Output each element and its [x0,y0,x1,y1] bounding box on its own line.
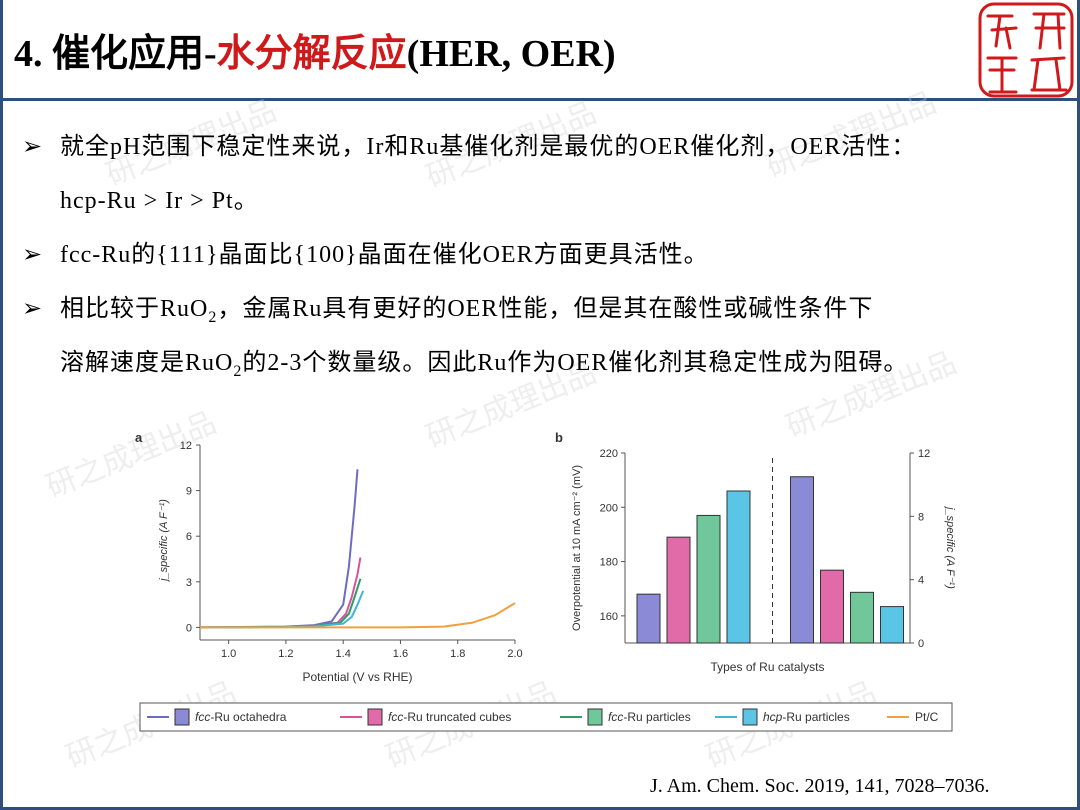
header-divider [0,98,1080,101]
bullet-arrow-icon: ➢ [22,134,43,160]
panel-a-xtick-label: 1.8 [450,648,465,660]
bullet-3-line-1: 相比较于RuO2，金属Ru具有更好的OER性能，但是其在酸性或碱性条件下 [60,296,874,326]
panel-a-xlabel: Potential (V vs RHE) [302,670,412,684]
bullet-1-line-2: hcp-Ru > Ir > Pt。 [60,188,259,214]
figure-svg: a 0 3 6 9 12 1.0 1.2 1.4 1.6 1.8 2.0 Potential (V vs… [135,430,956,732]
panel-b-xlabel: Types of Ru catalysts [710,660,824,674]
legend-label: fcc-Ru particles [608,710,691,724]
panel-a-ytick-label: 6 [186,531,192,543]
title-tail: (HER, OER) [406,33,616,75]
legend-bar-swatch [174,708,190,726]
panel-b-ylabel-left: Overpotential at 10 mA cm⁻² (mV) [571,465,583,631]
panel-b-label: b [555,430,563,445]
bullet-arrow-icon: ➢ [22,296,43,322]
panel-b-ytick-right-label: 8 [918,511,924,523]
panel-b-ytick-right-label: 12 [918,448,930,460]
legend-label: Pt/C [915,710,939,724]
panel-a-ytick-label: 0 [186,622,192,634]
panel-b-overpotential-bar [696,514,721,644]
panel-a-xtick-label: 1.0 [221,648,236,660]
panel-a-xtick-label: 1.4 [336,648,351,660]
panel-b-overpotential-bar [636,593,661,644]
legend-label: fcc-Ru octahedra [195,710,287,724]
bullet-arrow-icon: ➢ [22,242,43,268]
panel-b-ytick-left-label: 160 [600,611,618,623]
panel-a-ytick-label: 9 [186,486,192,498]
figure-legend [139,702,953,732]
panel-b-ytick-left-label: 180 [600,557,618,569]
panel-a-series-line [199,557,362,629]
title-number: 4. [14,33,43,75]
panel-a-xtick-label: 2.0 [507,648,522,660]
panel-a-series-line [199,469,359,629]
title-cn-black: 催化应用- [52,33,217,75]
panel-a-xtick-label: 1.2 [278,648,293,660]
panel-a-series-line [200,602,516,629]
legend-label: fcc-Ru truncated cubes [388,710,511,724]
logo-seal [978,2,1074,98]
panel-a-xtick-label: 1.6 [393,648,408,660]
panel-a-ylabel: j_specific (A F⁻¹) [158,499,170,583]
panel-b-ylabel-right: j_specific (A F⁻¹) [944,505,956,589]
legend-bar-swatch [742,708,758,726]
legend-bar-swatch [587,708,603,726]
panel-b-ytick-right-label: 4 [918,575,924,587]
panel-b-overpotential-bar [726,490,751,644]
panel-a-series-line [199,578,362,629]
panel-b-jspecific-bar [790,476,814,644]
slide-title: 4. 催化应用-水分解反应(HER, OER) [14,22,616,77]
legend-bar-swatch [367,708,383,726]
panel-a-ytick-label: 3 [186,577,192,589]
panel-b-overpotential-bar [666,536,691,644]
citation: J. Am. Chem. Soc. 2019, 141, 7028–7036. [650,775,990,797]
bullet-2-line-1: fcc-Ru的{111}晶面比{100}晶面在催化OER方面更具活性。 [60,242,709,268]
panel-b-jspecific-bar [880,606,904,644]
legend-label: hcp-Ru particles [763,710,850,724]
panel-a-label: a [135,430,143,445]
panel-b-ytick-left-label: 220 [600,448,618,460]
figure: a 0 3 6 9 12 1.0 1.2 1.4 1.6 1.8 2.0 Potential (V vs… [135,425,965,735]
title-cn-red: 水分解反应 [216,33,407,75]
bullet-3-line-2: 溶解速度是RuO2的2-3个数量级。因此Ru作为OER催化剂其稳定性成为阻碍。 [60,350,909,380]
panel-b-jspecific-bar [820,569,844,644]
panel-a-ytick-label: 12 [180,440,192,452]
bullet-1-line-1: 就全pH范围下稳定性来说，Ir和Ru基催化剂是最优的OER催化剂，OER活性： [60,134,917,160]
panel-b-ytick-right-label: 0 [918,638,924,650]
panel-b-ytick-left-label: 200 [600,502,618,514]
panel-b-jspecific-bar [850,591,874,644]
